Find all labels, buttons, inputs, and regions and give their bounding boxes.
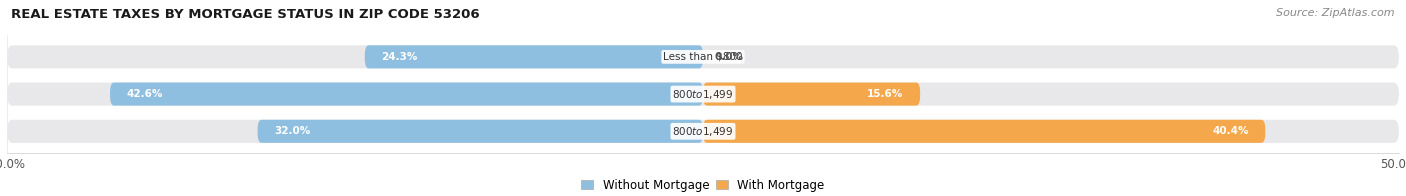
FancyBboxPatch shape xyxy=(7,120,1399,143)
Text: $800 to $1,499: $800 to $1,499 xyxy=(672,125,734,138)
FancyBboxPatch shape xyxy=(703,120,1265,143)
Text: 24.3%: 24.3% xyxy=(381,52,418,62)
Text: 42.6%: 42.6% xyxy=(127,89,163,99)
Text: REAL ESTATE TAXES BY MORTGAGE STATUS IN ZIP CODE 53206: REAL ESTATE TAXES BY MORTGAGE STATUS IN … xyxy=(11,8,479,21)
Text: 15.6%: 15.6% xyxy=(868,89,904,99)
Text: Source: ZipAtlas.com: Source: ZipAtlas.com xyxy=(1277,8,1395,18)
FancyBboxPatch shape xyxy=(7,83,1399,106)
Text: $800 to $1,499: $800 to $1,499 xyxy=(672,88,734,101)
Text: 32.0%: 32.0% xyxy=(274,126,311,136)
Text: Less than $800: Less than $800 xyxy=(664,52,742,62)
FancyBboxPatch shape xyxy=(364,45,703,68)
Text: 0.0%: 0.0% xyxy=(714,52,744,62)
FancyBboxPatch shape xyxy=(110,83,703,106)
Text: 40.4%: 40.4% xyxy=(1212,126,1249,136)
FancyBboxPatch shape xyxy=(703,83,920,106)
Legend: Without Mortgage, With Mortgage: Without Mortgage, With Mortgage xyxy=(581,179,825,192)
FancyBboxPatch shape xyxy=(7,45,1399,68)
FancyBboxPatch shape xyxy=(257,120,703,143)
